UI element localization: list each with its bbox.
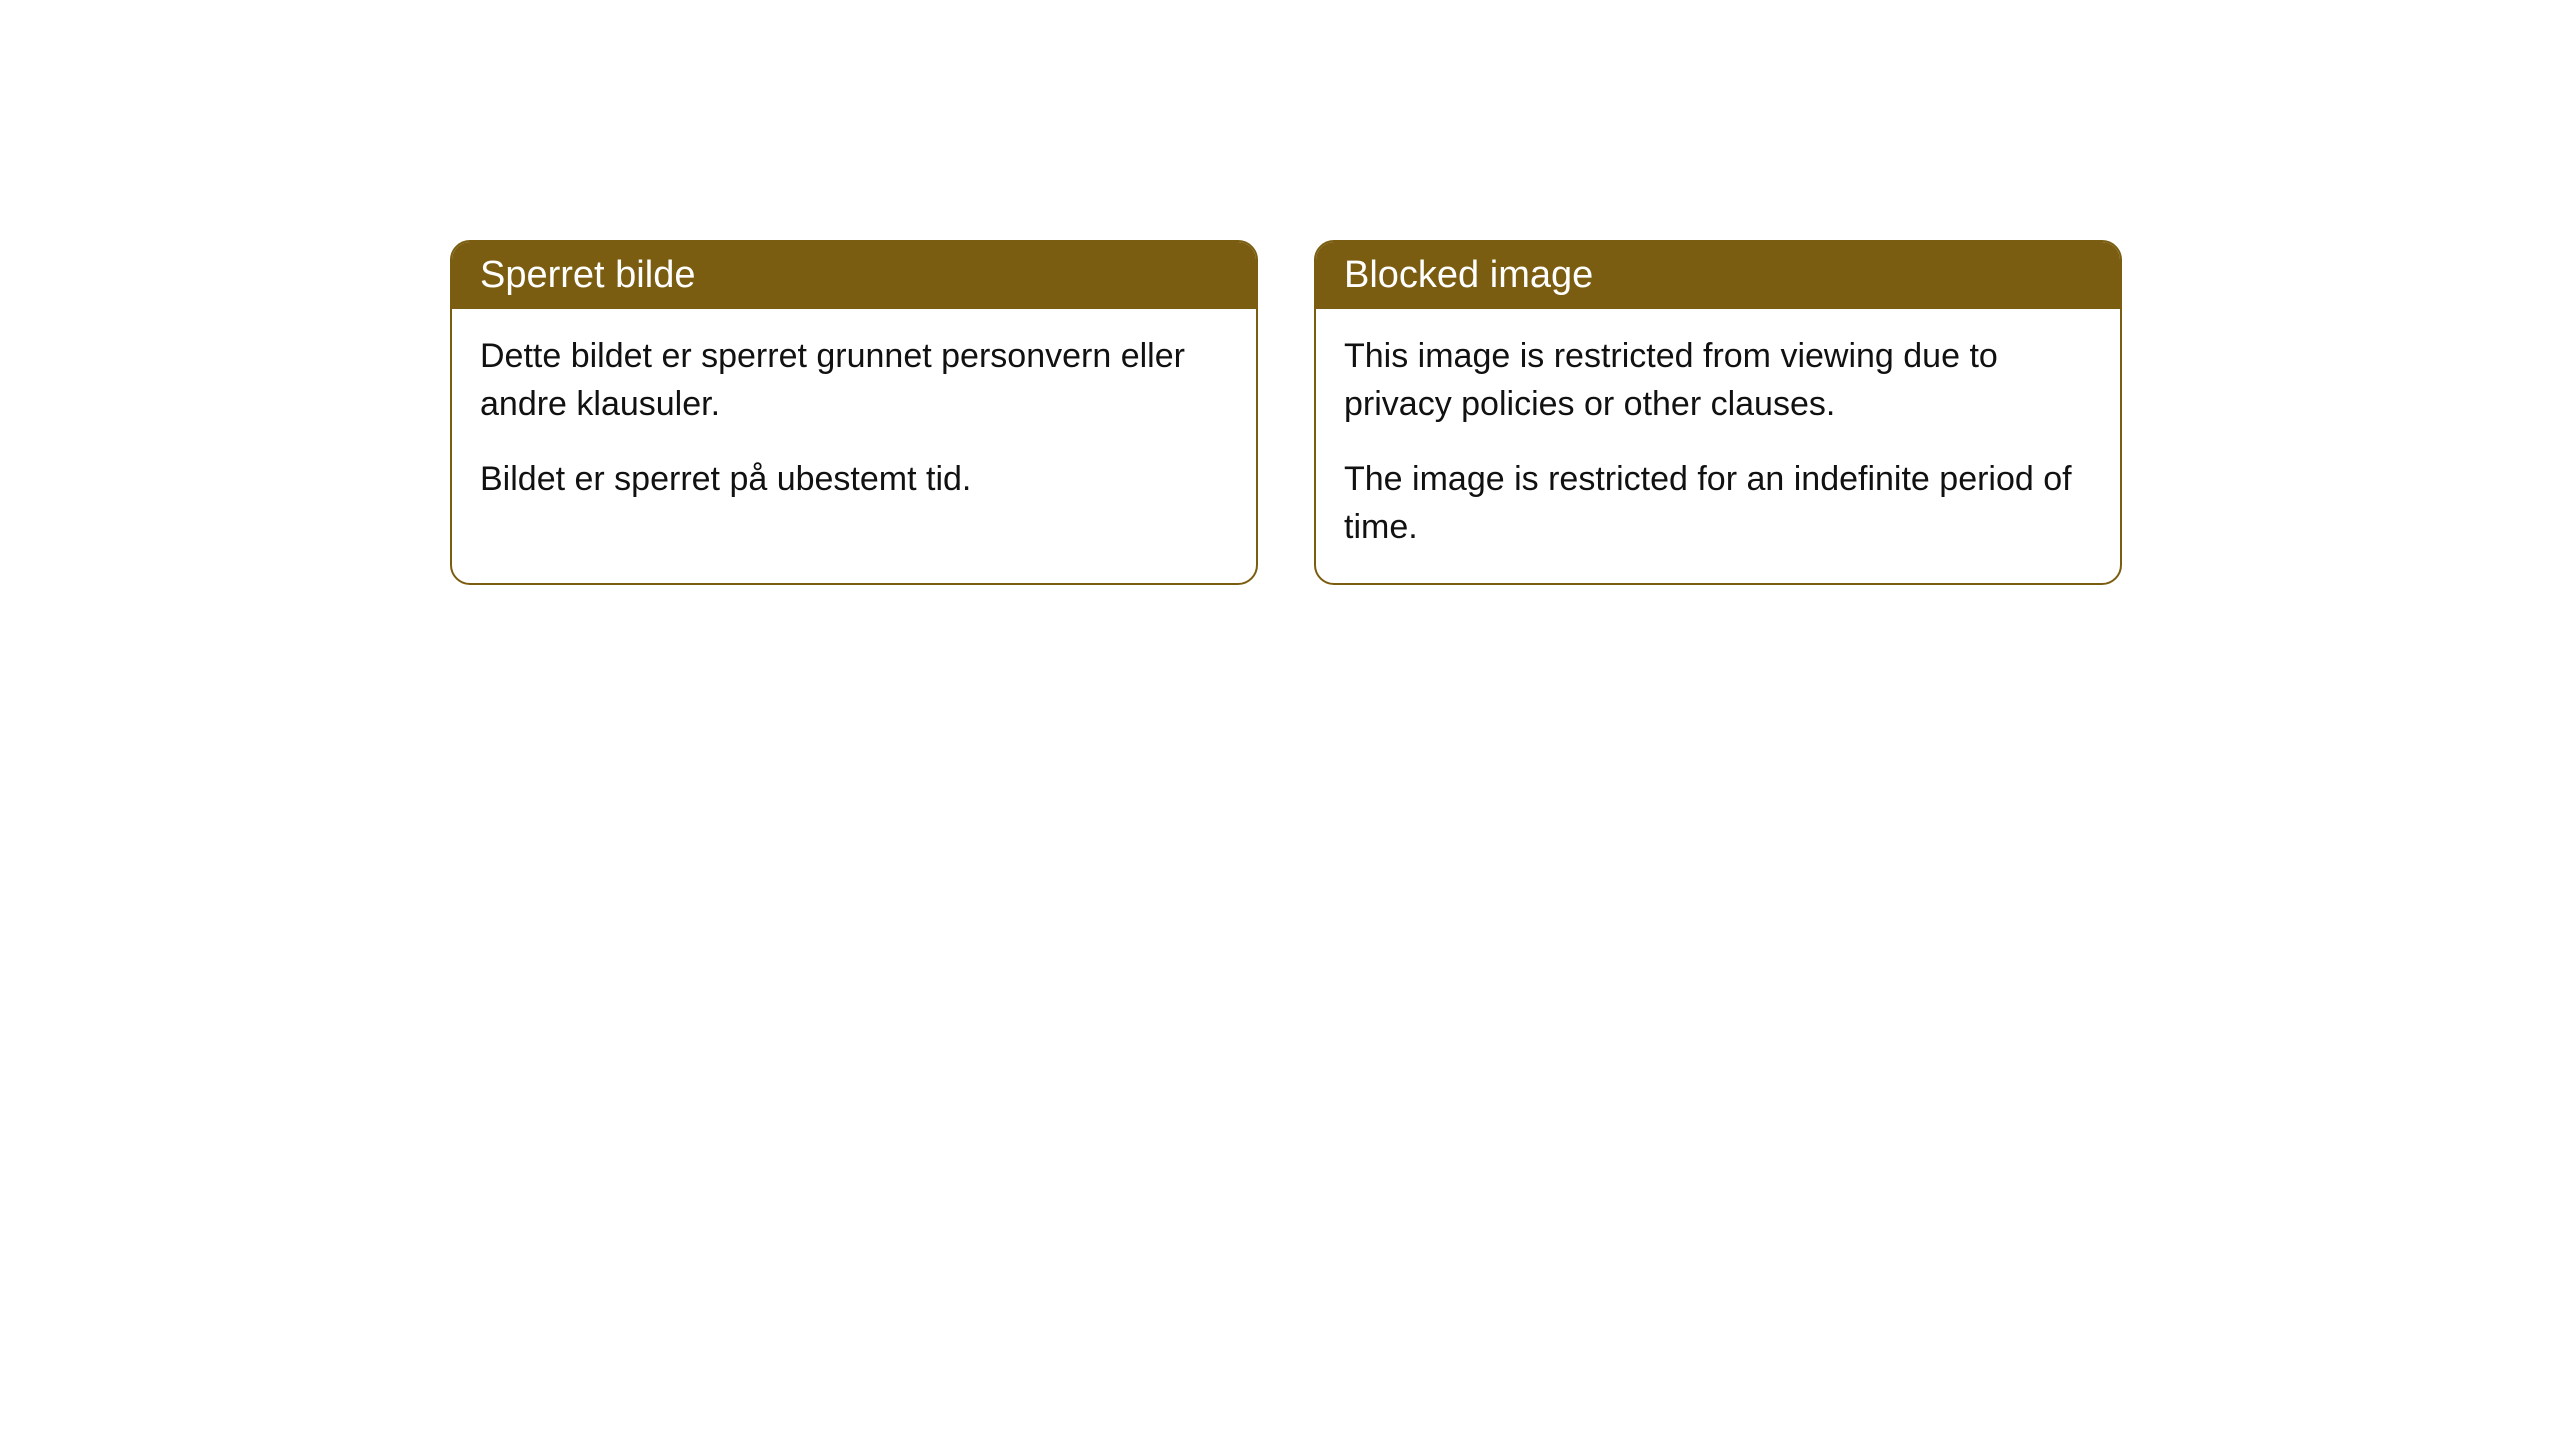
card-paragraph1-english: This image is restricted from viewing du… (1344, 333, 2092, 428)
card-paragraph1-norwegian: Dette bildet er sperret grunnet personve… (480, 333, 1228, 428)
card-header-english: Blocked image (1316, 242, 2120, 309)
card-title-norwegian: Sperret bilde (480, 254, 695, 296)
card-header-norwegian: Sperret bilde (452, 242, 1256, 309)
card-english: Blocked image This image is restricted f… (1314, 240, 2122, 585)
card-body-norwegian: Dette bildet er sperret grunnet personve… (452, 309, 1256, 536)
cards-container: Sperret bilde Dette bildet er sperret gr… (450, 240, 2122, 585)
card-title-english: Blocked image (1344, 254, 1593, 296)
card-norwegian: Sperret bilde Dette bildet er sperret gr… (450, 240, 1258, 585)
card-body-english: This image is restricted from viewing du… (1316, 309, 2120, 583)
card-paragraph2-english: The image is restricted for an indefinit… (1344, 456, 2092, 551)
card-paragraph2-norwegian: Bildet er sperret på ubestemt tid. (480, 456, 1228, 504)
